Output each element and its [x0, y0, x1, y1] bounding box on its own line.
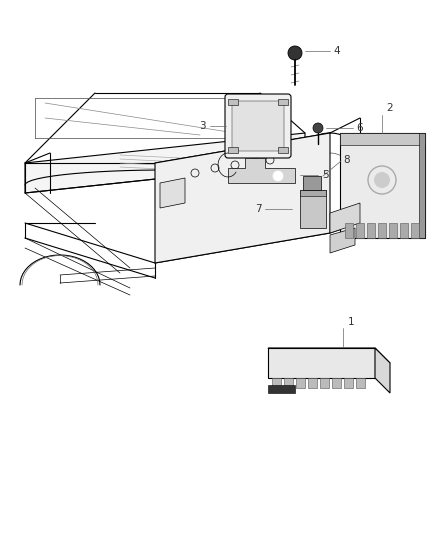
- Polygon shape: [272, 378, 281, 388]
- Text: 8: 8: [343, 155, 350, 165]
- Circle shape: [313, 123, 323, 133]
- Polygon shape: [228, 99, 238, 105]
- Polygon shape: [278, 147, 288, 153]
- Polygon shape: [344, 378, 353, 388]
- Polygon shape: [268, 348, 390, 363]
- Polygon shape: [320, 378, 329, 388]
- Polygon shape: [419, 133, 425, 238]
- Text: 7: 7: [255, 204, 262, 214]
- Polygon shape: [155, 133, 330, 263]
- Circle shape: [273, 171, 283, 181]
- Text: 2: 2: [386, 103, 392, 113]
- Text: 1: 1: [348, 317, 355, 327]
- Polygon shape: [378, 223, 386, 238]
- Polygon shape: [330, 228, 355, 253]
- Text: 6: 6: [356, 123, 363, 133]
- Polygon shape: [160, 178, 185, 208]
- Polygon shape: [411, 223, 419, 238]
- Polygon shape: [284, 378, 293, 388]
- Polygon shape: [296, 378, 305, 388]
- Polygon shape: [300, 190, 326, 228]
- Circle shape: [288, 46, 302, 60]
- Polygon shape: [356, 378, 365, 388]
- Text: 4: 4: [333, 46, 339, 56]
- FancyBboxPatch shape: [225, 94, 291, 158]
- Polygon shape: [330, 203, 360, 233]
- Polygon shape: [400, 223, 408, 238]
- Polygon shape: [278, 99, 288, 105]
- Circle shape: [374, 172, 390, 188]
- Polygon shape: [356, 223, 364, 238]
- Polygon shape: [300, 190, 326, 196]
- Polygon shape: [303, 176, 321, 190]
- Text: 3: 3: [199, 121, 206, 131]
- Polygon shape: [268, 348, 375, 378]
- Polygon shape: [332, 378, 341, 388]
- Polygon shape: [375, 348, 390, 393]
- Polygon shape: [340, 133, 425, 238]
- Polygon shape: [340, 133, 425, 145]
- Polygon shape: [308, 378, 317, 388]
- Polygon shape: [228, 147, 238, 153]
- Polygon shape: [367, 223, 375, 238]
- Text: 5: 5: [322, 170, 328, 180]
- FancyBboxPatch shape: [232, 101, 284, 151]
- Polygon shape: [228, 158, 295, 183]
- Polygon shape: [25, 133, 305, 193]
- Polygon shape: [345, 223, 353, 238]
- Polygon shape: [389, 223, 397, 238]
- Polygon shape: [268, 385, 295, 393]
